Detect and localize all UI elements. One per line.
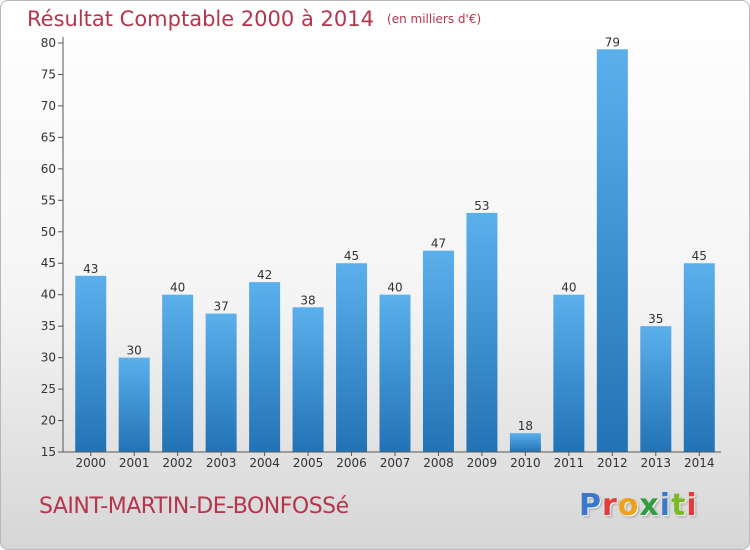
proxiti-logo: Proxiti [579, 488, 698, 523]
y-tick-label: 50 [41, 225, 56, 239]
logo-letter: t [671, 488, 687, 523]
bar-2012 [596, 49, 628, 453]
data-label-2009: 53 [474, 199, 489, 213]
bars-group [75, 49, 715, 453]
y-tick-label: 75 [41, 67, 56, 81]
bar-2003 [205, 313, 237, 452]
logo-letter: o [617, 488, 640, 523]
bar-2006 [336, 263, 368, 452]
bar-2009 [466, 212, 498, 452]
bar-2004 [249, 282, 281, 452]
logo-letter: P [579, 488, 602, 523]
x-tick-label-2008: 2008 [423, 456, 454, 470]
x-tick-label-2000: 2000 [75, 456, 106, 470]
y-tick-label: 65 [41, 130, 56, 144]
data-label-2007: 40 [387, 281, 402, 295]
data-label-2005: 38 [300, 293, 315, 307]
x-tick-label-2014: 2014 [684, 456, 715, 470]
bar-2008 [422, 250, 454, 452]
title-row: Résultat Comptable 2000 à 2014 (en milli… [27, 7, 481, 31]
bar-2010 [509, 433, 541, 452]
x-tick-label-2009: 2009 [467, 456, 498, 470]
x-tick-label-2002: 2002 [162, 456, 193, 470]
y-tick-label: 35 [41, 319, 56, 333]
data-label-2008: 47 [431, 237, 446, 251]
data-label-2010: 18 [518, 419, 533, 433]
x-tick-label-2007: 2007 [380, 456, 411, 470]
y-tick-label: 20 [41, 414, 56, 428]
chart-title: Résultat Comptable 2000 à 2014 [27, 7, 374, 31]
x-tick-label-2004: 2004 [249, 456, 280, 470]
bar-2011 [553, 294, 585, 452]
y-tick-label: 70 [41, 99, 56, 113]
y-tick-label: 30 [41, 351, 56, 365]
data-label-2012: 79 [605, 35, 620, 49]
axes-group: 15 20 25 30 35 40 45 50 55 60 65 70 75 80 2000 2001 2002… [41, 36, 721, 470]
data-label-2011: 40 [561, 281, 576, 295]
chart-unit: (en milliers d'€) [387, 12, 482, 26]
labels-group: 43 30 40 37 42 38 45 40 47 53 18 40 79 35 45 [83, 35, 707, 433]
data-label-2013: 35 [648, 312, 663, 326]
y-tick-label: 15 [41, 445, 56, 459]
y-tick-label: 60 [41, 162, 56, 176]
logo-letter: x [639, 488, 660, 523]
x-tick-label-2012: 2012 [597, 456, 628, 470]
bar-2005 [292, 307, 324, 452]
y-tick-label: 80 [41, 36, 56, 50]
bar-2000 [75, 275, 107, 452]
logo-letter: i [686, 488, 698, 523]
x-tick-label-2013: 2013 [641, 456, 672, 470]
bar-2013 [640, 326, 672, 452]
y-tick-label: 45 [41, 256, 56, 270]
data-label-2000: 43 [83, 262, 98, 276]
x-tick-label-2010: 2010 [510, 456, 541, 470]
bar-2007 [379, 294, 411, 452]
y-tick-label: 55 [41, 193, 56, 207]
x-tick-label-2011: 2011 [554, 456, 585, 470]
commune-name: SAINT-MARTIN-DE-BONFOSSé [39, 494, 349, 519]
data-label-2004: 42 [257, 268, 272, 282]
data-label-2002: 40 [170, 281, 185, 295]
x-tick-label-2006: 2006 [336, 456, 367, 470]
x-tick-label-2005: 2005 [293, 456, 324, 470]
bar-2001 [118, 357, 150, 452]
data-label-2014: 45 [692, 249, 707, 263]
data-label-2003: 37 [213, 300, 228, 314]
logo-letter: i [659, 488, 672, 523]
data-label-2006: 45 [344, 249, 359, 263]
logo-letter: r [602, 488, 618, 523]
bar-2014 [683, 263, 715, 452]
x-tick-label-2001: 2001 [119, 456, 150, 470]
y-tick-label: 40 [41, 288, 56, 302]
bar-2002 [162, 294, 194, 452]
y-tick-label: 25 [41, 382, 56, 396]
x-tick-label-2003: 2003 [206, 456, 237, 470]
data-label-2001: 30 [127, 344, 142, 358]
